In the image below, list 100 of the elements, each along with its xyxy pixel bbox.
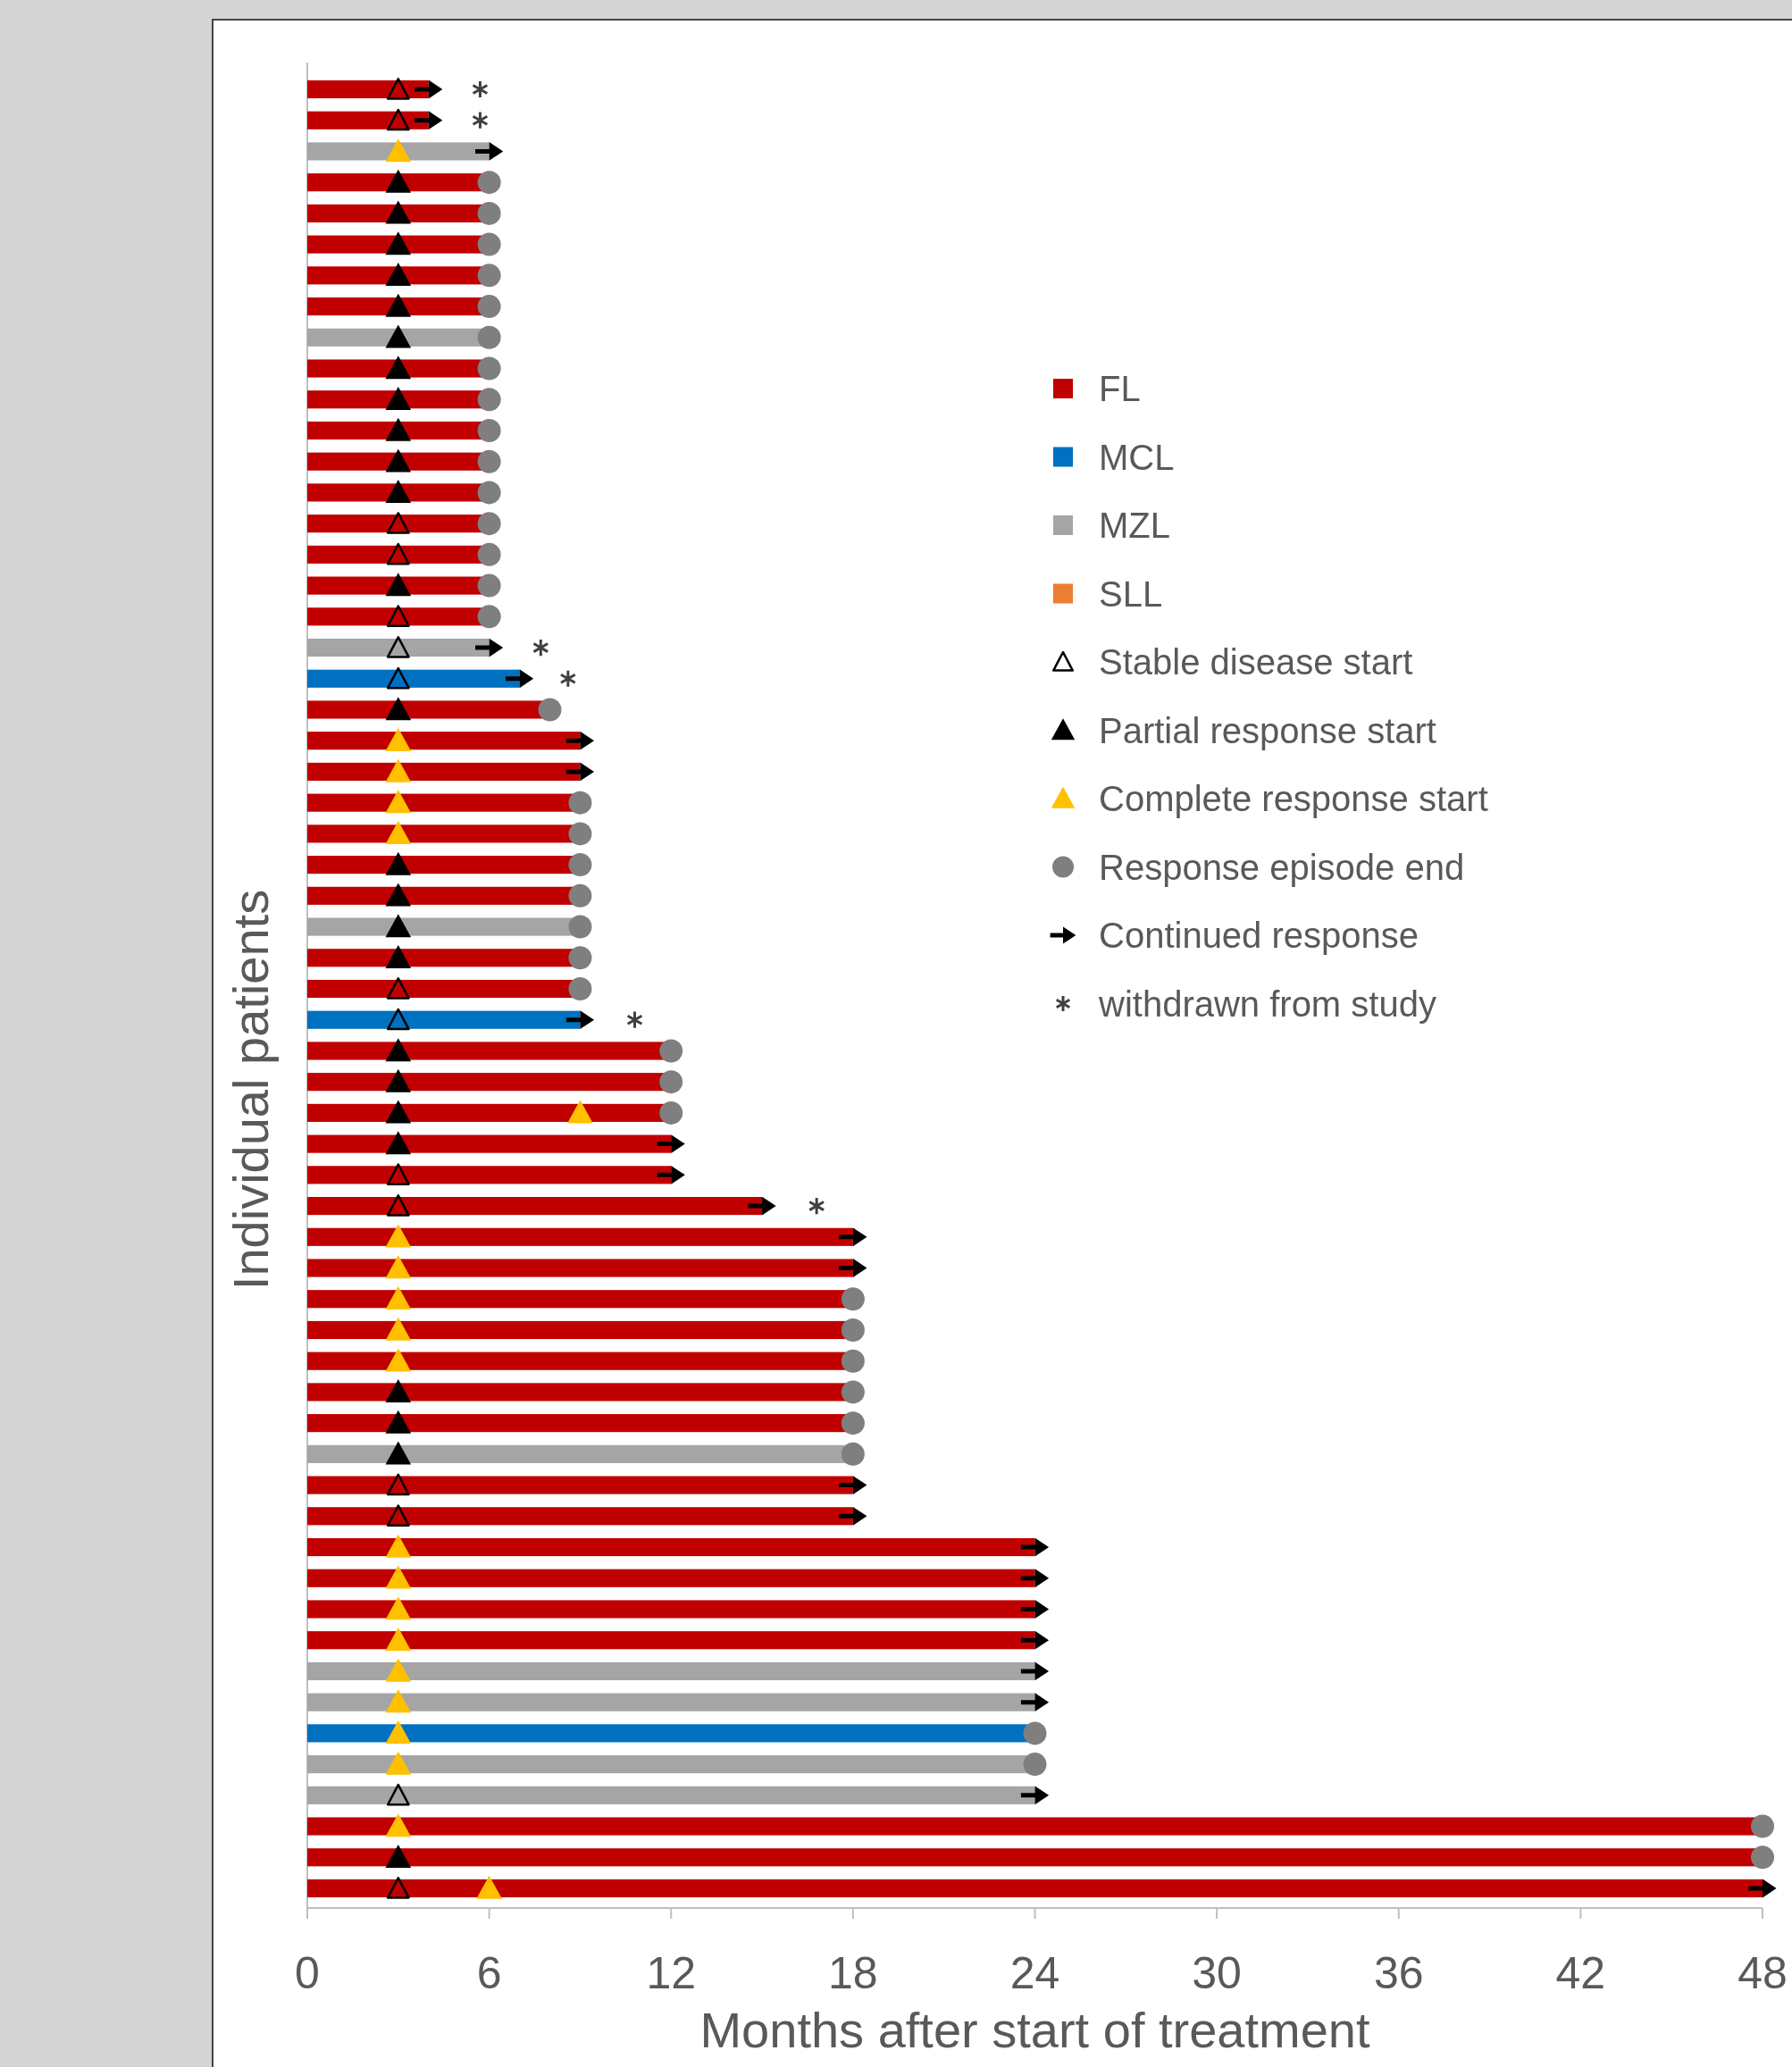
- point: [532, 638, 549, 657]
- point: [472, 80, 489, 99]
- point: [385, 231, 412, 255]
- point: [385, 1751, 412, 1775]
- bar: [307, 1227, 853, 1246]
- point: [659, 1070, 683, 1094]
- bar: [307, 1166, 672, 1184]
- point: [385, 944, 412, 968]
- point: [808, 1196, 825, 1216]
- x-tick-label: 18: [828, 1948, 878, 1998]
- point: [568, 853, 592, 877]
- point: [386, 1194, 410, 1217]
- bar: [307, 142, 490, 161]
- point: [386, 1783, 410, 1806]
- x-tick-label: 48: [1738, 1948, 1788, 1998]
- bar: [307, 1786, 1035, 1804]
- bar: [307, 1010, 581, 1029]
- point: [386, 605, 410, 627]
- bar: [307, 1537, 1035, 1557]
- point: [385, 727, 412, 751]
- bar: [307, 1879, 1763, 1898]
- point: [385, 1844, 412, 1868]
- bar: [307, 732, 581, 750]
- point: [385, 1627, 412, 1651]
- point: [386, 1504, 410, 1527]
- point: [477, 605, 501, 629]
- x-axis-title: Months after start of treatment: [699, 2002, 1370, 2058]
- point: [385, 1534, 412, 1558]
- point: [385, 1813, 412, 1837]
- bar: [307, 1661, 1035, 1680]
- point: [385, 1131, 412, 1155]
- point: [385, 1410, 412, 1434]
- bar: [307, 762, 581, 781]
- point: [538, 698, 562, 722]
- point: [626, 1010, 643, 1030]
- bar: [307, 1569, 1035, 1587]
- point: [385, 1379, 412, 1403]
- legend-label: Stable disease start: [1099, 642, 1413, 682]
- point: [841, 1318, 865, 1342]
- point: [568, 946, 592, 970]
- point: [385, 480, 412, 504]
- point: [385, 1565, 412, 1589]
- point: [568, 822, 592, 846]
- x-tick-label: 30: [1192, 1948, 1242, 1998]
- point: [385, 1596, 412, 1620]
- x-tick-label: 36: [1373, 1948, 1424, 1998]
- point: [477, 388, 501, 412]
- legend-label: MZL: [1099, 506, 1170, 545]
- point: [385, 324, 412, 348]
- point: [568, 791, 592, 815]
- point: [385, 1255, 412, 1279]
- bar: [307, 1507, 853, 1526]
- point: [559, 669, 577, 689]
- point: [477, 325, 501, 349]
- bar: [307, 80, 429, 99]
- point: [841, 1411, 865, 1435]
- point: [385, 138, 412, 163]
- point: [477, 201, 501, 225]
- point: [385, 448, 412, 473]
- point: [385, 386, 412, 410]
- point: [659, 1100, 683, 1125]
- point: [386, 1877, 410, 1899]
- legend-label: withdrawn from study: [1098, 983, 1436, 1024]
- point: [385, 1689, 412, 1713]
- x-tick-label: 42: [1555, 1948, 1606, 1998]
- point: [841, 1380, 865, 1404]
- point: [1023, 1753, 1047, 1777]
- point: [385, 1224, 412, 1248]
- point: [477, 418, 501, 442]
- point: [568, 915, 592, 939]
- bar: [307, 111, 429, 130]
- point: [386, 108, 410, 131]
- point: [385, 758, 412, 782]
- point: [386, 78, 410, 100]
- bar: [307, 669, 520, 688]
- point: [386, 666, 410, 690]
- point: [477, 512, 501, 536]
- point: [385, 1317, 412, 1341]
- legend-label: Complete response start: [1099, 779, 1488, 818]
- point: [385, 1100, 412, 1124]
- legend-label: Partial response start: [1099, 710, 1436, 750]
- point: [385, 417, 412, 441]
- point: [841, 1287, 865, 1311]
- x-tick-label: 0: [295, 1948, 320, 1998]
- point: [385, 883, 412, 907]
- point: [385, 851, 412, 875]
- point: [385, 821, 412, 845]
- point: [385, 1068, 412, 1092]
- legend-label: SLL: [1099, 573, 1163, 614]
- point: [385, 200, 412, 224]
- bar: [307, 1693, 1035, 1711]
- point: [568, 977, 592, 1000]
- point: [385, 1441, 412, 1465]
- bar: [307, 1631, 1035, 1650]
- point: [385, 573, 412, 597]
- point: [477, 542, 501, 566]
- point: [477, 356, 501, 381]
- point: [659, 1039, 683, 1063]
- point: [386, 977, 410, 1000]
- point: [385, 1720, 412, 1745]
